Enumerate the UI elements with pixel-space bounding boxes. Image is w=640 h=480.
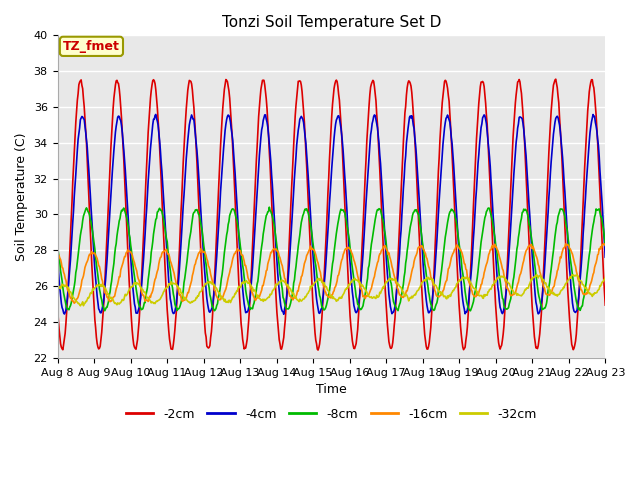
-4cm	[205, 309, 213, 314]
-16cm	[205, 264, 213, 270]
-8cm	[205, 281, 212, 287]
-32cm	[54, 285, 61, 290]
-4cm	[177, 253, 184, 259]
-2cm	[205, 345, 212, 351]
X-axis label: Time: Time	[316, 383, 347, 396]
-2cm	[602, 302, 609, 308]
-32cm	[205, 280, 213, 286]
-16cm	[54, 250, 61, 255]
-16cm	[399, 294, 406, 300]
Line: -2cm: -2cm	[58, 79, 605, 350]
Y-axis label: Soil Temperature (C): Soil Temperature (C)	[15, 132, 28, 261]
-2cm	[120, 157, 127, 163]
-4cm	[280, 312, 287, 317]
-16cm	[63, 287, 71, 293]
Line: -32cm: -32cm	[58, 275, 605, 306]
Title: Tonzi Soil Temperature Set D: Tonzi Soil Temperature Set D	[221, 15, 441, 30]
-4cm	[120, 147, 127, 153]
-4cm	[54, 255, 61, 261]
-32cm	[533, 272, 541, 277]
-8cm	[266, 204, 273, 210]
-32cm	[415, 287, 422, 293]
-8cm	[175, 305, 183, 311]
-8cm	[63, 306, 71, 312]
-2cm	[415, 220, 422, 226]
-16cm	[600, 241, 607, 247]
-4cm	[415, 199, 423, 204]
-32cm	[177, 286, 184, 292]
-8cm	[120, 205, 127, 211]
-32cm	[399, 289, 406, 295]
Line: -4cm: -4cm	[58, 114, 605, 314]
-2cm	[314, 347, 322, 353]
-8cm	[399, 286, 406, 292]
-2cm	[63, 297, 71, 302]
-2cm	[399, 155, 406, 160]
-16cm	[177, 292, 184, 298]
-4cm	[152, 111, 159, 117]
-32cm	[121, 294, 129, 300]
-32cm	[63, 284, 71, 290]
-2cm	[552, 76, 559, 82]
-32cm	[77, 303, 84, 309]
-2cm	[54, 302, 61, 308]
-4cm	[602, 254, 609, 260]
-16cm	[602, 243, 609, 249]
Text: TZ_fmet: TZ_fmet	[63, 40, 120, 53]
-8cm	[467, 308, 474, 314]
-4cm	[63, 295, 71, 301]
-8cm	[602, 242, 609, 248]
Legend: -2cm, -4cm, -8cm, -16cm, -32cm: -2cm, -4cm, -8cm, -16cm, -32cm	[121, 403, 542, 426]
Line: -16cm: -16cm	[58, 244, 605, 303]
-16cm	[415, 244, 422, 250]
-16cm	[70, 300, 78, 306]
-8cm	[415, 212, 422, 217]
-2cm	[175, 248, 183, 253]
Line: -8cm: -8cm	[58, 207, 605, 311]
-8cm	[54, 243, 61, 249]
-32cm	[602, 275, 609, 281]
-4cm	[399, 185, 407, 191]
-16cm	[121, 254, 129, 260]
